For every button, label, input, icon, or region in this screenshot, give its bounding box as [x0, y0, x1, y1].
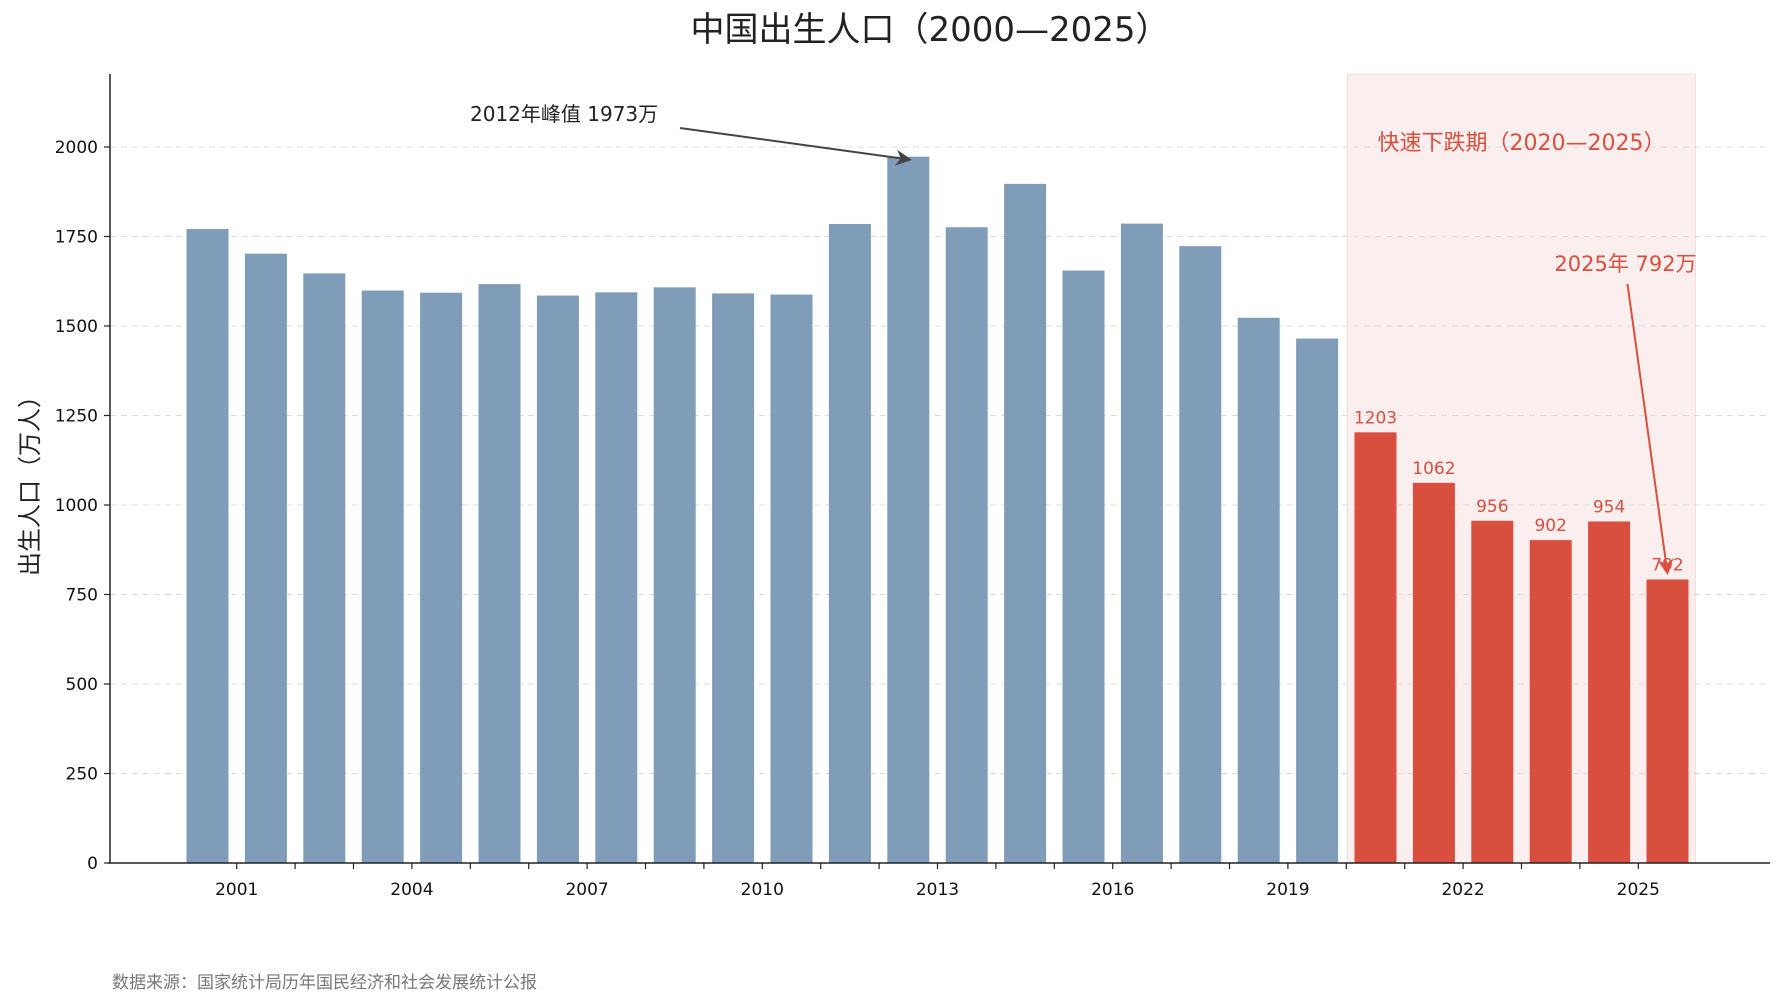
y-tick-label-750: 750 — [66, 586, 98, 606]
x-tick-label-2004: 2004 — [390, 880, 433, 900]
bar-2017 — [1179, 246, 1222, 863]
y-tick-label-1000: 1000 — [55, 496, 98, 516]
bar-2001 — [244, 253, 287, 863]
x-axis-ticks: 2001 2004 2007 2010 2013 2016 2019 2022 2025 — [215, 863, 1660, 900]
y-tick-label-2000: 2000 — [55, 138, 98, 158]
bar-label-2023: 902 — [1534, 516, 1566, 536]
bar-2011 — [828, 223, 871, 864]
bar-2019 — [1296, 338, 1339, 863]
bar-2012 — [887, 156, 930, 863]
x-tick-label-2019: 2019 — [1266, 880, 1309, 900]
x-tick-label-2001: 2001 — [215, 880, 258, 900]
latest-value-annotation: 2025年 792万 — [1554, 252, 1696, 276]
decline-period-region — [1347, 73, 1696, 864]
bar-2004 — [420, 292, 463, 863]
bar-label-2021: 1062 — [1412, 459, 1455, 479]
x-tick-label-2016: 2016 — [1091, 880, 1134, 900]
decline-period-annotation: 快速下跌期（2020—2025） — [1378, 131, 1666, 156]
bar-2002 — [303, 273, 346, 863]
bar-2005 — [478, 284, 521, 863]
bar-label-2020: 1203 — [1354, 408, 1397, 428]
peak-arrow — [679, 127, 912, 166]
y-tick-label-0: 0 — [87, 854, 98, 874]
latest-value-arrow — [1626, 283, 1674, 576]
bar-2014 — [1004, 183, 1047, 863]
bar-2007 — [595, 292, 638, 863]
bar-2022 — [1471, 520, 1514, 863]
x-tick-label-2010: 2010 — [741, 880, 784, 900]
bar-2024 — [1588, 521, 1631, 863]
chart-title: 中国出生人口（2000—2025） — [690, 10, 1169, 50]
bar-2025 — [1646, 579, 1689, 863]
y-tick-label-1250: 1250 — [55, 407, 98, 427]
peak-annotation: 2012年峰值 1973万 — [470, 102, 658, 126]
x-tick-label-2025: 2025 — [1617, 880, 1660, 900]
x-tick-label-2022: 2022 — [1441, 880, 1484, 900]
y-tick-label-250: 250 — [66, 765, 98, 785]
bar-2020 — [1354, 432, 1397, 863]
bar-label-2022: 956 — [1476, 497, 1508, 517]
bar-2021 — [1412, 482, 1455, 863]
bar-2018 — [1237, 317, 1280, 863]
bar-2023 — [1529, 540, 1572, 863]
x-tick-label-2013: 2013 — [916, 880, 959, 900]
y-axis-label: 出生人口（万人） — [16, 384, 44, 576]
bar-2015 — [1062, 270, 1105, 863]
y-tick-label-1500: 1500 — [55, 317, 98, 337]
bar-2000 — [186, 228, 229, 863]
y-axis-ticks: 0 250 500 750 1000 1250 1500 1750 2000 — [55, 138, 110, 874]
y-tick-label-1750: 1750 — [55, 228, 98, 248]
bar-2013 — [945, 227, 988, 863]
bar-2016 — [1120, 223, 1163, 863]
bar-2008 — [653, 287, 696, 863]
x-tick-label-2007: 2007 — [565, 880, 608, 900]
bars — [186, 156, 1689, 864]
y-tick-label-500: 500 — [66, 675, 98, 695]
bar-2009 — [712, 293, 755, 863]
bar-2003 — [361, 290, 404, 864]
bar-label-2024: 954 — [1593, 497, 1625, 517]
data-source-note: 数据来源：国家统计局历年国民经济和社会发展统计公报 — [112, 973, 537, 993]
bar-2006 — [536, 295, 579, 863]
bar-2010 — [770, 294, 813, 864]
